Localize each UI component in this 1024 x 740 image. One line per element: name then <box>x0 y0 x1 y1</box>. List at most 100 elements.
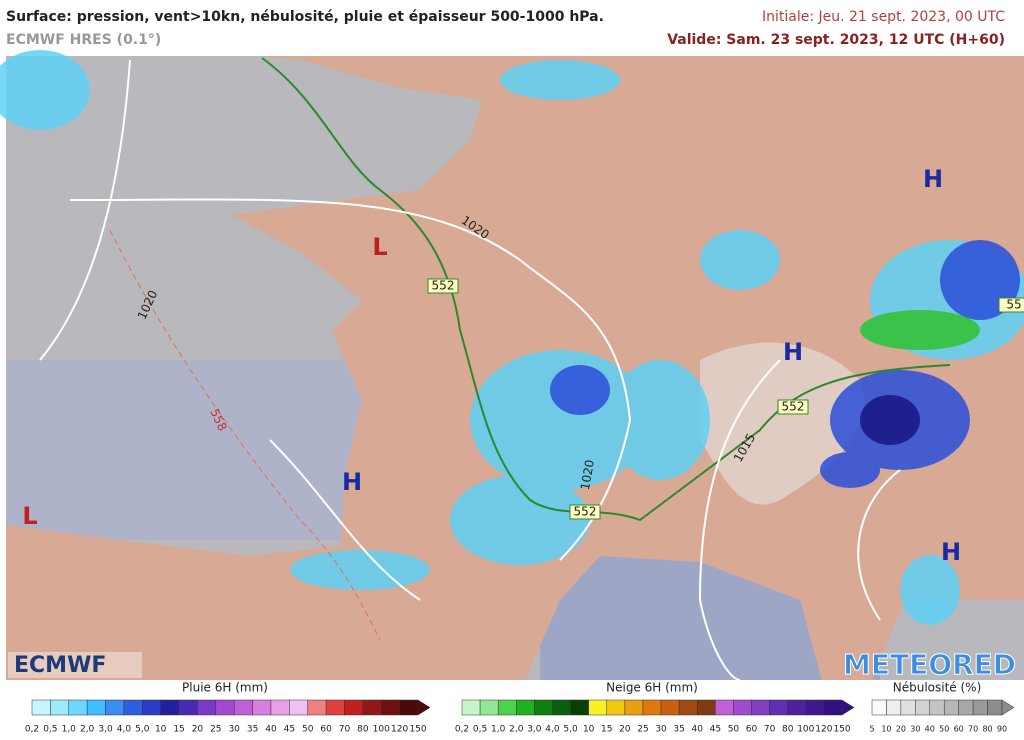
legend-swatch <box>516 699 535 716</box>
legend-swatch <box>399 699 419 716</box>
valid-time: Valide: Sam. 23 sept. 2023, 12 UTC (H+60… <box>667 32 1005 48</box>
legend-swatch <box>307 699 327 716</box>
legend-label: 4,0 <box>117 725 132 735</box>
legend-label: 50 <box>939 725 949 734</box>
legend-label: 0,2 <box>455 725 469 735</box>
legend-label: 0,2 <box>25 725 39 735</box>
legend-swatch <box>715 699 734 716</box>
legend-label: 35 <box>673 725 684 735</box>
contour-label: 552 <box>574 505 597 519</box>
legend-label: 40 <box>925 725 935 734</box>
legend-swatch <box>915 699 931 716</box>
legend-swatch <box>344 699 364 716</box>
pressure-center: L <box>22 502 37 530</box>
pressure-center: L <box>372 233 387 261</box>
legend-label: 5,0 <box>135 725 150 735</box>
legend-swatch <box>787 699 807 716</box>
legend-swatch <box>31 699 51 716</box>
contour-label-box <box>569 504 601 520</box>
contour-label-box <box>998 297 1024 313</box>
legend-label: 2,0 <box>509 725 524 735</box>
meteored-logo: METEORED <box>843 648 1016 681</box>
pressure-center: H <box>783 338 803 366</box>
legend-swatch <box>805 699 825 716</box>
legend-swatch <box>570 699 589 716</box>
legend-label: 15 <box>173 725 184 735</box>
legend-swatch <box>733 699 752 716</box>
legend-label: 50 <box>302 725 314 735</box>
legend-label: 60 <box>320 725 332 735</box>
legend-label: 2,0 <box>80 725 95 735</box>
legend-swatch <box>534 699 553 716</box>
legend-label: 10 <box>155 725 167 735</box>
legend-label: 80 <box>982 725 992 734</box>
legend-swatch <box>588 699 608 716</box>
legend-label: 150 <box>409 725 426 735</box>
legend-swatch <box>943 699 959 716</box>
legend-label: 45 <box>284 725 295 735</box>
legend-label: 3,0 <box>527 725 542 735</box>
pressure-center: H <box>941 538 961 566</box>
contour-label-box <box>427 278 459 294</box>
legend-swatch <box>678 699 698 716</box>
legend-label: 80 <box>357 725 369 735</box>
legend-label: 25 <box>210 725 221 735</box>
legend-label: 15 <box>601 725 612 735</box>
model: ECMWF HRES (0.1°) <box>6 32 161 48</box>
ecmwf-logo: ECMWF <box>14 653 106 678</box>
legend-label: 60 <box>746 725 758 735</box>
legend-swatch <box>624 699 644 716</box>
legend-label: 4,0 <box>545 725 560 735</box>
legend-swatch <box>552 699 571 716</box>
legend-swatch <box>105 699 125 716</box>
legend-swatch <box>987 699 1003 716</box>
legend-swatch <box>886 699 902 716</box>
legend-label: 25 <box>637 725 648 735</box>
legend-label: 10 <box>583 725 595 735</box>
legend-swatch <box>871 699 887 716</box>
legend-label: 30 <box>655 725 667 735</box>
legend-swatch <box>660 699 680 716</box>
legend-swatch <box>178 699 198 716</box>
legend-label: 100 <box>797 725 814 735</box>
contour-label: 552 <box>782 400 805 414</box>
title: Surface: pression, vent>10kn, nébulosité… <box>6 9 604 25</box>
legend-swatch <box>270 699 290 716</box>
legend-label: 120 <box>815 725 832 735</box>
legend-label: 0,5 <box>473 725 487 735</box>
legend-swatch <box>289 699 308 716</box>
legend-label: 20 <box>896 725 906 734</box>
map: ECMWF METEORED <box>0 50 1024 682</box>
legend-label: 100 <box>373 725 390 735</box>
legend-label: 5 <box>869 725 874 734</box>
legend-swatch <box>479 699 499 716</box>
legend-swatch <box>50 699 70 716</box>
legend-swatch <box>497 699 517 716</box>
legend-label: 35 <box>247 725 258 735</box>
legend-swatch <box>606 699 626 716</box>
legend-swatch <box>972 699 988 716</box>
legend-label: 70 <box>339 725 351 735</box>
legend-arrow <box>417 699 431 716</box>
legend-swatch <box>215 699 235 716</box>
legend-swatch <box>751 699 770 716</box>
legend-label: 20 <box>192 725 204 735</box>
legend-label: 80 <box>782 725 794 735</box>
legend-title: Neige 6H (mm) <box>606 681 698 695</box>
legend-label: 40 <box>265 725 277 735</box>
legend-label: 90 <box>997 725 1007 734</box>
contour-label-box <box>777 399 809 415</box>
legend-swatch <box>325 699 345 716</box>
pressure-center: H <box>923 165 943 193</box>
legend-label: 70 <box>764 725 776 735</box>
pressure-center: H <box>342 468 362 496</box>
legend-label: 5,0 <box>563 725 578 735</box>
legend-swatch <box>233 699 253 716</box>
legend-arrow <box>841 699 855 716</box>
legend-label: 50 <box>728 725 740 735</box>
legend-swatch <box>696 699 716 716</box>
legend-label: 150 <box>833 725 850 735</box>
legend-swatch <box>900 699 916 716</box>
legend-label: 120 <box>391 725 408 735</box>
